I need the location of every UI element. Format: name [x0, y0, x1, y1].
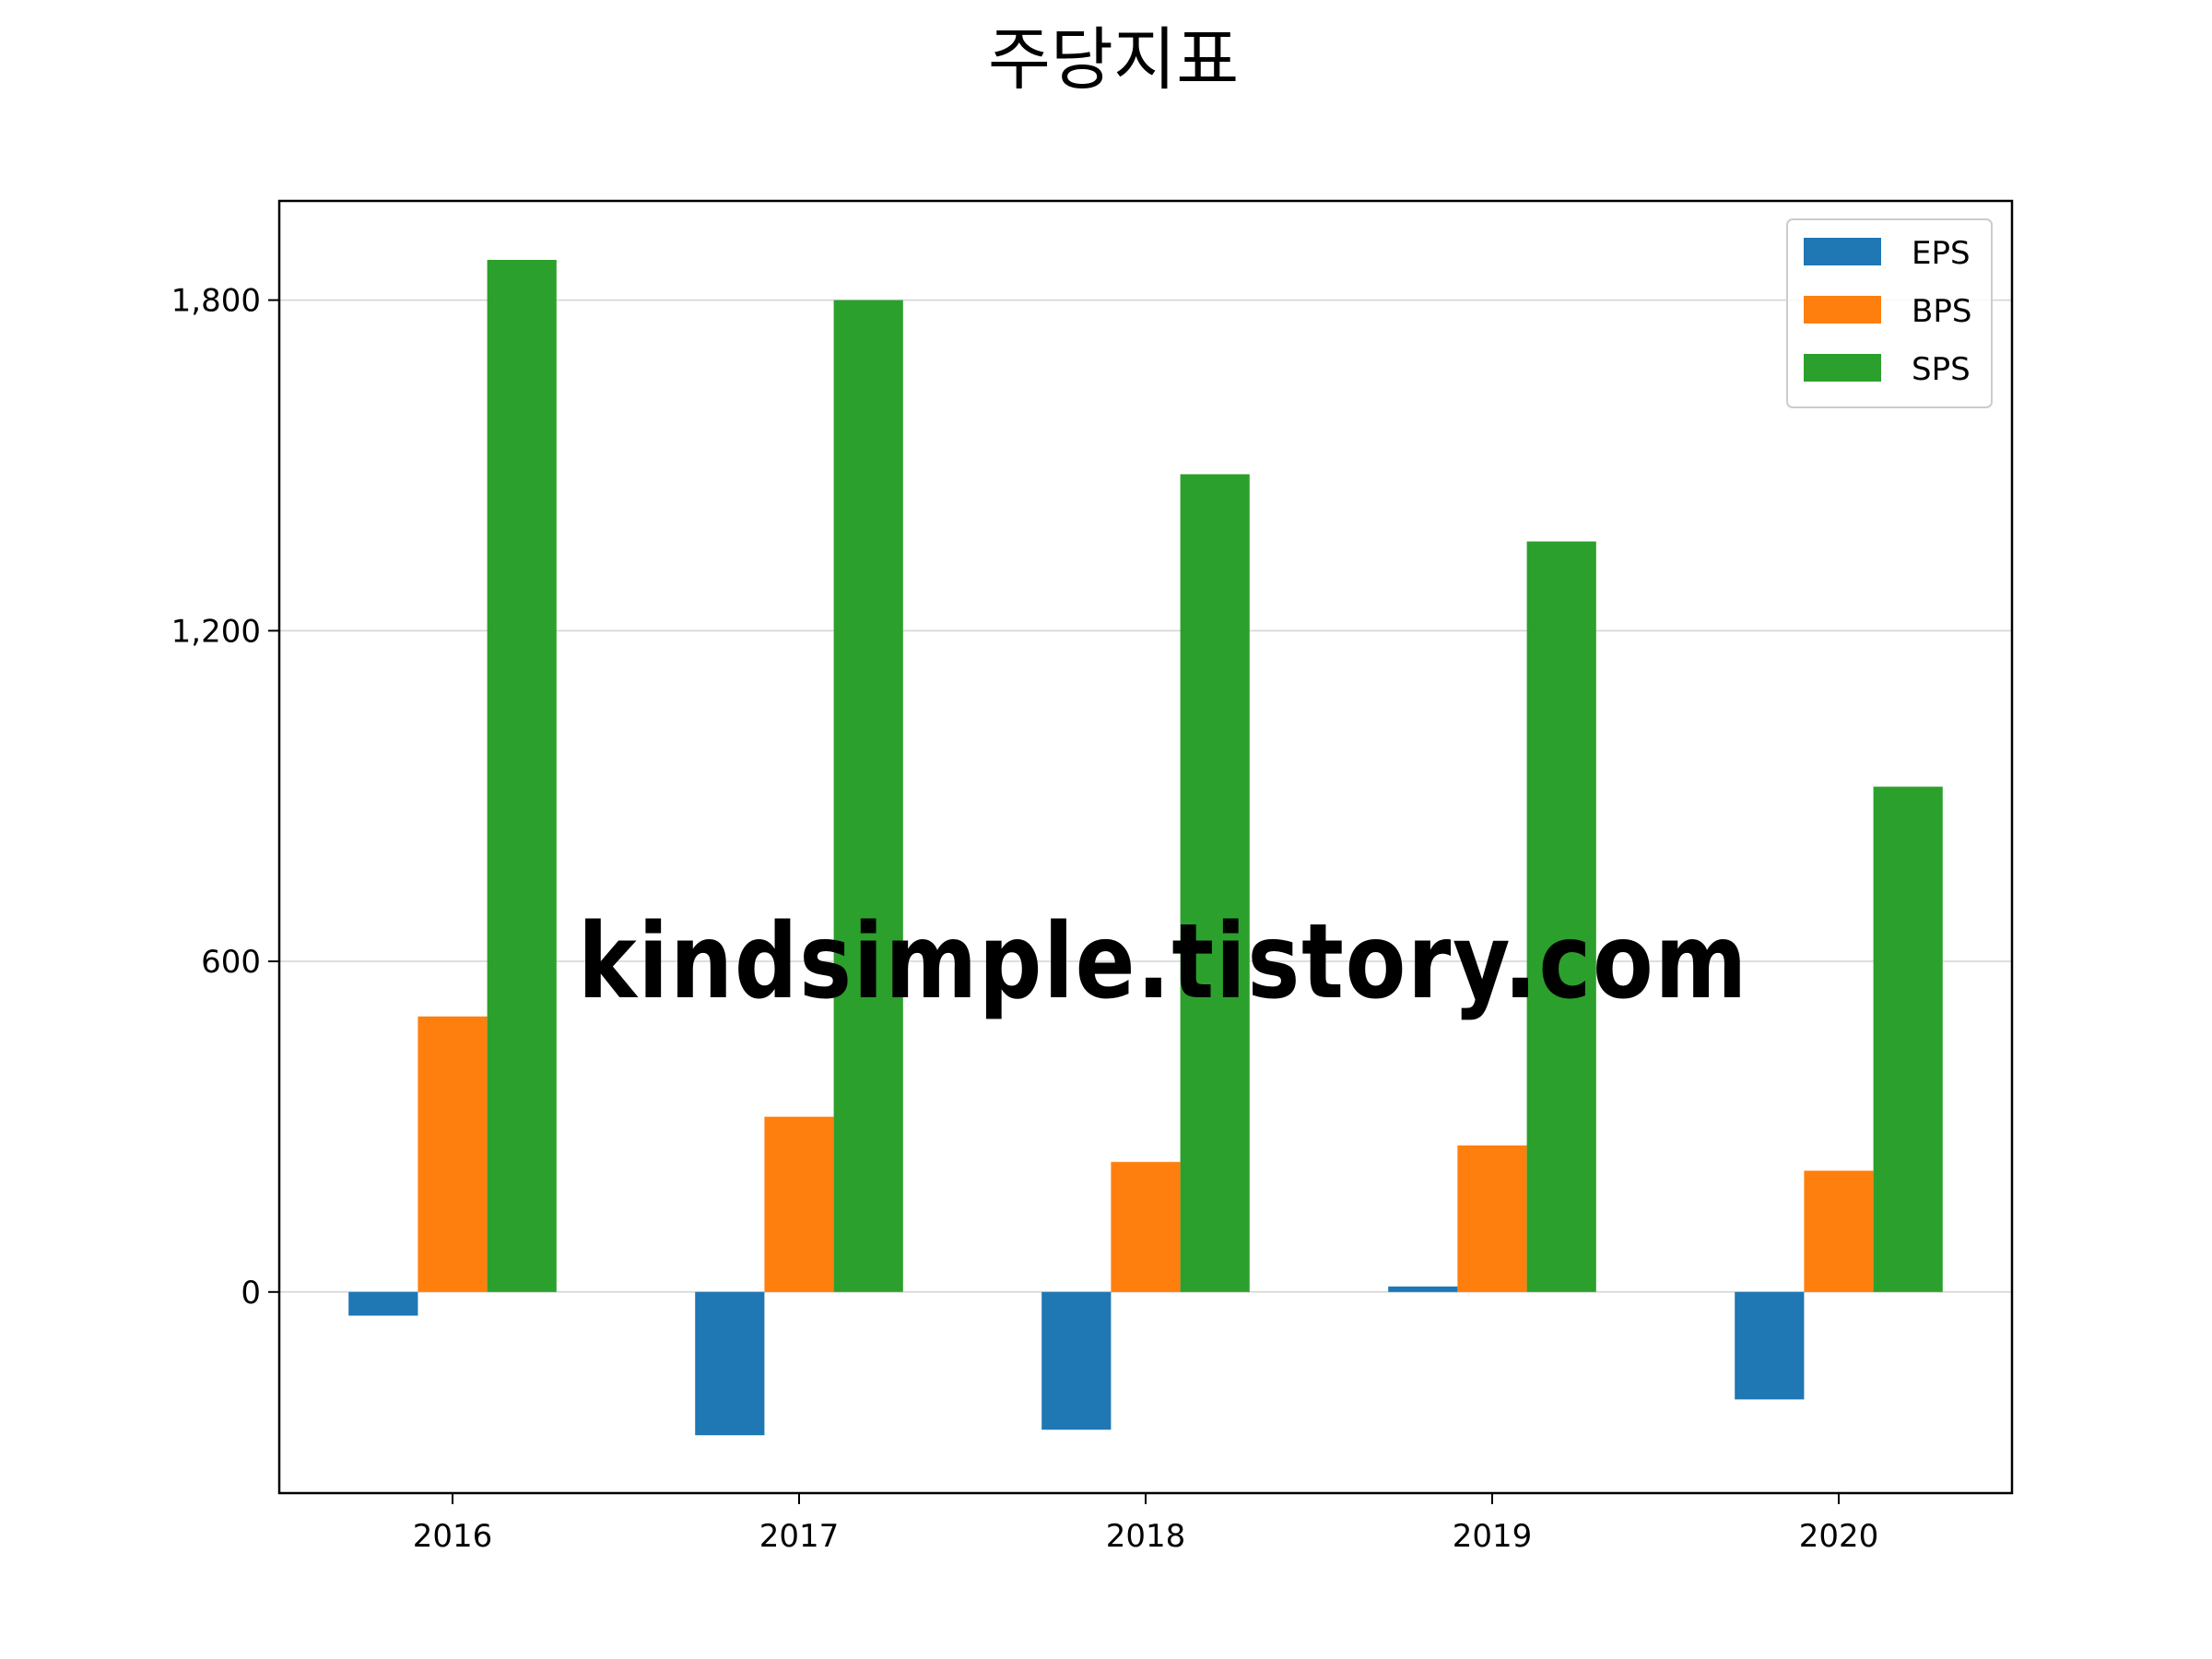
bar-sps-2019 [1526, 541, 1596, 1292]
legend-swatch-sps [1804, 354, 1881, 382]
x-tick-label: 2020 [1799, 1518, 1879, 1555]
legend-label-sps: SPS [1912, 351, 1971, 388]
bar-eps-2019 [1388, 1286, 1458, 1292]
x-tick-label: 2017 [759, 1518, 840, 1555]
x-tick-label: 2018 [1106, 1518, 1186, 1555]
bar-eps-2017 [695, 1291, 765, 1436]
bar-bps-2020 [1804, 1171, 1874, 1292]
legend-swatch-bps [1804, 296, 1881, 324]
bar-sps-2020 [1873, 786, 1943, 1292]
bar-sps-2017 [833, 300, 903, 1292]
x-tick-label: 2016 [413, 1518, 493, 1555]
legend: EPS BPS SPS [1786, 218, 1993, 408]
bar-eps-2018 [1041, 1291, 1112, 1430]
bar-eps-2016 [348, 1291, 418, 1316]
chart-title: 주당지표 [988, 20, 1239, 100]
bar-bps-2019 [1457, 1145, 1527, 1292]
bar-sps-2018 [1180, 474, 1250, 1292]
legend-label-eps: EPS [1912, 235, 1971, 272]
bars [348, 259, 1943, 1436]
y-tick-label: 1,200 [171, 613, 261, 650]
bar-eps-2020 [1735, 1291, 1805, 1400]
y-tick-label: 600 [201, 944, 261, 981]
bar-sps-2016 [487, 259, 557, 1292]
axes: 0 600 1,200 1,800 2016 2017 2018 2019 2020 [171, 199, 2014, 1555]
x-tick-label: 2019 [1453, 1518, 1533, 1555]
watermark-text: kindsimple.tistory.com [578, 902, 1748, 1022]
legend-swatch-eps [1804, 238, 1881, 265]
bar-bps-2018 [1111, 1161, 1181, 1292]
y-tick-label: 0 [241, 1275, 261, 1312]
y-tick-label: 1,800 [171, 283, 261, 320]
bar-bps-2016 [418, 1016, 488, 1292]
bar-bps-2017 [764, 1116, 834, 1292]
legend-label-bps: BPS [1912, 293, 1971, 330]
